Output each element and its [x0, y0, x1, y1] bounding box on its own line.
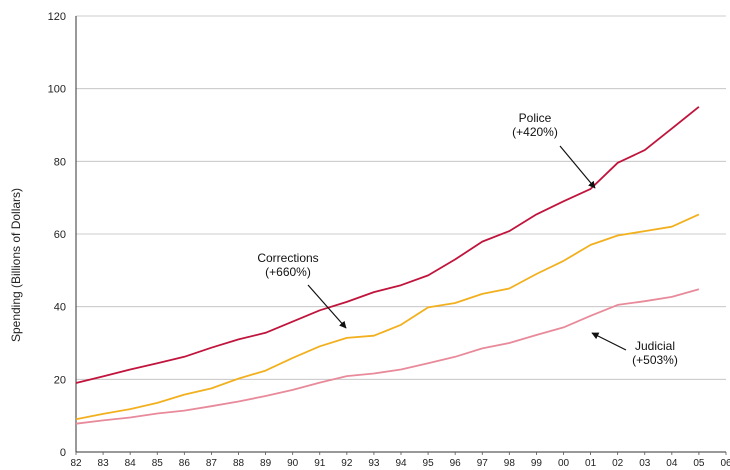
x-tick-label: 99	[531, 458, 543, 469]
y-tick-label: 100	[48, 84, 66, 96]
x-tick-label: 96	[450, 458, 462, 469]
annotation-arrow	[307, 284, 347, 329]
x-tick-labels: 82 83 84 85 86 87 88 89 90 91 92 93 94 95 96 97 98 99 00 01…	[70, 458, 730, 469]
x-tick-label: 02	[612, 458, 624, 469]
series-line-1	[75, 213, 700, 421]
x-tick-label: 82	[70, 458, 82, 469]
x-tick-label: 93	[368, 458, 380, 469]
x-tick-label: 88	[233, 458, 245, 469]
y-tick-label: 120	[48, 11, 66, 23]
x-tick-label: 85	[152, 458, 164, 469]
series-lines	[75, 106, 700, 425]
x-tick-label: 89	[260, 458, 272, 469]
x-tick-label: 01	[585, 458, 597, 469]
x-tick-label: 91	[314, 458, 326, 469]
axes	[75, 16, 727, 455]
x-tick-label: 84	[125, 458, 137, 469]
y-tick-labels: 0 20 40 60 80 100 120	[48, 11, 66, 459]
annotation-arrow	[559, 145, 596, 189]
x-tick-label: 00	[558, 458, 570, 469]
x-tick-label: 94	[395, 458, 407, 469]
x-tick-label: 05	[693, 458, 705, 469]
grid-lines	[76, 15, 726, 380]
y-tick-label: 0	[60, 447, 66, 459]
x-tick-label: 06	[720, 458, 730, 469]
y-tick-label: 40	[54, 302, 66, 314]
annotation-label: Police (+420%)	[512, 111, 558, 139]
series-line-0	[75, 106, 700, 384]
x-tick-label: 87	[206, 458, 218, 469]
annotation-arrow	[591, 332, 627, 351]
x-tick-label: 92	[341, 458, 353, 469]
x-tick-label: 83	[98, 458, 110, 469]
x-tick-label: 90	[287, 458, 299, 469]
annotations: Police (+420%) Corrections (+660%) Judicial(…	[257, 111, 678, 367]
x-tick-label: 04	[666, 458, 678, 469]
y-axis-title: Spending (Billions of Dollars)	[9, 188, 23, 342]
x-tick-label: 95	[423, 458, 435, 469]
x-tick-label: 86	[179, 458, 191, 469]
y-tick-label: 80	[54, 156, 66, 168]
y-tick-label: 60	[54, 229, 66, 241]
x-tick-label: 98	[504, 458, 516, 469]
annotation-label: Judicial (+503%)	[632, 339, 678, 367]
x-tick-label: 97	[477, 458, 489, 469]
y-tick-label: 20	[54, 374, 66, 386]
annotation-label: Corrections (+660%)	[257, 251, 318, 279]
series-line-2	[75, 288, 700, 425]
x-tick-label: 03	[639, 458, 651, 469]
